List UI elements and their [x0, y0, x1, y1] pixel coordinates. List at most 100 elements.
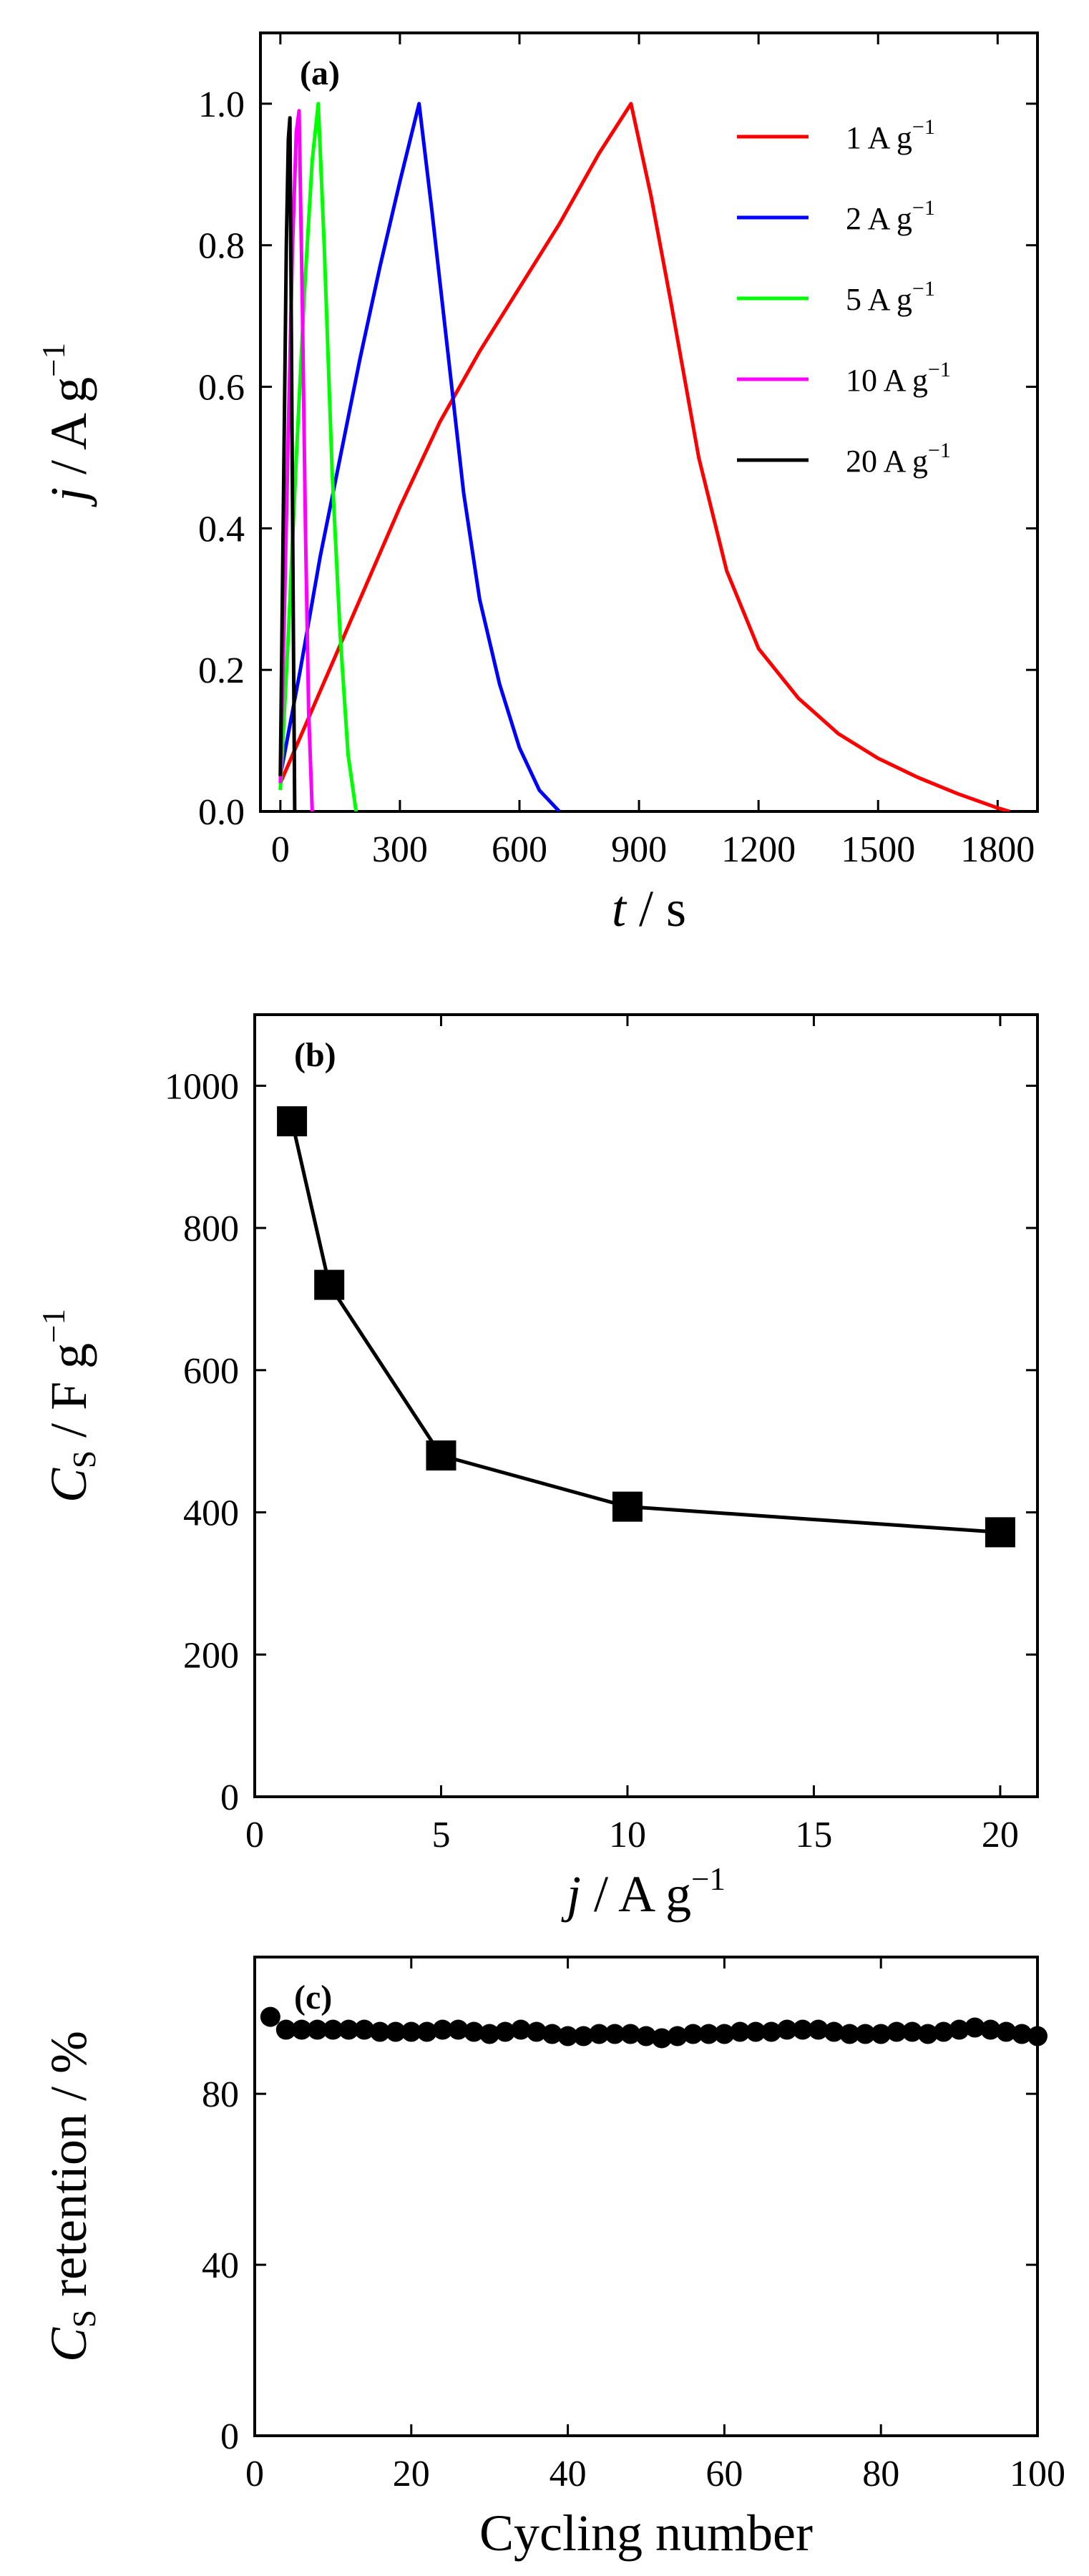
panel-c-point: [636, 2026, 656, 2046]
panel-c-xtick-label: 0: [245, 2454, 264, 2494]
panel-c-point: [495, 2021, 516, 2042]
panel-c-point: [746, 2021, 766, 2042]
panel-b-xlabel: j / A g−1: [561, 1861, 726, 1923]
panel-c-point: [839, 2024, 860, 2044]
panel-c-point: [996, 2021, 1017, 2042]
panel-b-point: [277, 1106, 308, 1137]
panel-b-xtick-label: 10: [609, 1815, 646, 1855]
panel-a-ytick-label: 1.0: [198, 84, 245, 125]
panel-c-point: [416, 2021, 437, 2042]
panel-c-xtick-label: 60: [705, 2454, 743, 2494]
panel-a-group: 0 300 600 900 1200 1500 1800 0.0 0.2 0.4 0.6 0.8 1.0…: [36, 31, 1039, 937]
panel-c-point: [557, 2026, 578, 2046]
panel-b-xtick-label: 20: [982, 1815, 1019, 1855]
panel-c-point: [260, 2006, 280, 2027]
panel-c-ylabel: CS​ retention / %: [40, 2031, 102, 2362]
panel-a-ylabel: j / A g−1: [36, 343, 97, 507]
panel-c-point: [933, 2021, 954, 2042]
panel-a-ytick-label: 0.8: [198, 226, 245, 267]
panel-a-frame: [259, 31, 1039, 813]
legend-label-2: 2 A g−1: [846, 196, 935, 236]
panel-c-point: [620, 2024, 641, 2044]
panel-b-ylabel: CS​ / F g−1: [36, 1309, 102, 1503]
panel-c-point: [307, 2019, 328, 2040]
panel-c-point: [698, 2024, 719, 2044]
panel-b-xtick-label: 5: [431, 1815, 450, 1855]
panel-c-point: [323, 2019, 343, 2040]
panel-c-point: [573, 2026, 594, 2046]
panel-b-ytick-label: 800: [183, 1209, 239, 1249]
panel-b-frame: [253, 1013, 1039, 1798]
panel-b-point: [985, 1517, 1015, 1548]
panel-b-point: [612, 1491, 643, 1522]
panel-c-xtick-label: 40: [550, 2454, 587, 2494]
series-line-4: [278, 109, 314, 811]
panel-b-line: [290, 1121, 1001, 1534]
panel-c-xlabel: Cycling number: [479, 2504, 813, 2562]
panel-c-point: [385, 2021, 406, 2042]
series-line-2: [278, 102, 561, 811]
legend-label-5: 20 A g−1: [846, 439, 951, 479]
panel-b-ytick-label: 1000: [165, 1066, 239, 1107]
panel-a-label: (a): [300, 54, 340, 92]
panel-c-point: [761, 2021, 782, 2042]
series-line-1: [278, 102, 1010, 811]
panel-a-ytick-label: 0.2: [198, 650, 245, 691]
panel-c-point: [354, 2019, 375, 2040]
panel-c-point: [949, 2019, 970, 2040]
panel-c-point: [275, 2019, 296, 2040]
panel-c-point: [605, 2024, 625, 2044]
panel-c-point: [589, 2024, 610, 2044]
panel-c-point: [510, 2019, 531, 2040]
panel-a-ytick-label: 0.4: [198, 509, 245, 550]
panel-b-point: [314, 1269, 345, 1300]
panel-c-point: [651, 2028, 672, 2049]
panel-c-point: [370, 2021, 391, 2042]
panel-c-point: [401, 2021, 421, 2042]
panel-a-xtick-label: 900: [611, 829, 667, 870]
panel-c-point: [887, 2021, 907, 2042]
panel-b-xtick-label: 0: [245, 1815, 264, 1855]
panel-c-point: [667, 2026, 688, 2046]
panel-b-ytick-label: 200: [183, 1635, 239, 1676]
panel-c-point: [730, 2021, 751, 2042]
panel-c-point: [448, 2019, 469, 2040]
legend-label-4: 10 A g−1: [846, 358, 951, 398]
panel-a-ytick-label: 0.0: [198, 792, 245, 833]
panel-c-point: [714, 2024, 735, 2044]
panel-b-ytick-label: 400: [183, 1493, 239, 1534]
panel-c-point: [432, 2019, 453, 2040]
legend-label-3: 5 A g−1: [846, 277, 935, 317]
panel-c-point: [542, 2024, 562, 2044]
panel-a-xtick-label: 1500: [841, 829, 915, 870]
panel-c-group: 0 20 40 60 80 100 0 40 80 Cycling number CS​ reten…: [40, 1956, 1065, 2562]
panel-c-label: (c): [294, 1979, 332, 2016]
panel-c-frame: [253, 1956, 1039, 2437]
panel-c-point: [808, 2019, 829, 2040]
panel-c-point: [464, 2021, 484, 2042]
panel-c-point: [526, 2021, 547, 2042]
panel-c-point: [479, 2024, 500, 2044]
panel-a-xtick-label: 600: [492, 829, 547, 870]
panel-b-point: [426, 1440, 456, 1471]
panel-c-point: [683, 2024, 703, 2044]
panel-a-ytick-label: 0.6: [198, 368, 245, 409]
panel-c-point: [792, 2019, 813, 2040]
panel-c-xtick-label: 80: [862, 2454, 899, 2494]
panel-c-point: [1027, 2026, 1048, 2046]
panel-c-point: [980, 2019, 1001, 2040]
panel-c-point: [902, 2021, 922, 2042]
panel-c-ytick-label: 80: [202, 2074, 239, 2115]
panel-c-ytick-label: 40: [202, 2245, 239, 2286]
panel-b-ytick-label: 600: [183, 1351, 239, 1392]
panel-a-xtick-label: 0: [271, 829, 290, 870]
panel-a-xtick-label: 1800: [960, 829, 1035, 870]
panel-c-point: [965, 2017, 985, 2038]
panel-c-point: [871, 2024, 892, 2044]
panel-c-point: [291, 2019, 312, 2040]
panel-c-point: [1012, 2024, 1032, 2044]
panel-a-xtick-label: 300: [372, 829, 428, 870]
